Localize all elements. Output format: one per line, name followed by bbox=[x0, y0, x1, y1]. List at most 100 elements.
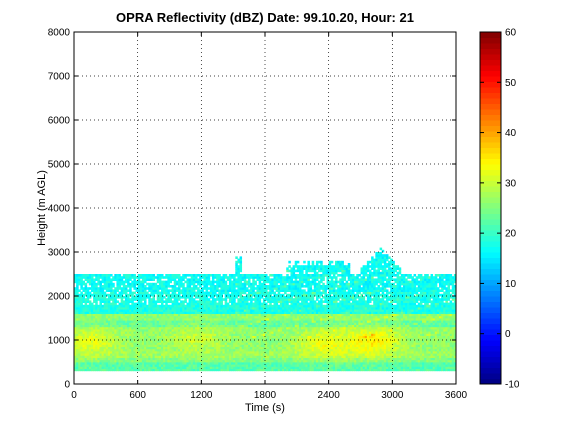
heatmap-cell bbox=[177, 357, 181, 361]
heatmap-cell bbox=[228, 300, 232, 303]
heatmap-cell bbox=[275, 278, 279, 281]
heatmap-cell bbox=[133, 307, 136, 310]
heatmap-cell bbox=[120, 315, 124, 319]
heatmap-cell bbox=[84, 289, 88, 292]
heatmap-cell bbox=[107, 326, 111, 330]
heatmap-cell bbox=[262, 278, 266, 281]
heatmap-cell bbox=[267, 324, 270, 328]
heatmap-cell bbox=[265, 353, 268, 356]
heatmap-cell bbox=[192, 333, 196, 336]
heatmap-cell bbox=[167, 320, 170, 323]
heatmap-cell bbox=[118, 348, 122, 352]
heatmap-cell bbox=[163, 304, 166, 308]
heatmap-cell bbox=[107, 311, 111, 314]
heatmap-cell bbox=[116, 344, 119, 347]
heatmap-cell bbox=[269, 280, 272, 284]
heatmap-cell bbox=[199, 355, 202, 358]
heatmap-cell bbox=[301, 351, 304, 354]
heatmap-cell bbox=[269, 307, 272, 310]
heatmap-cell bbox=[84, 342, 88, 345]
heatmap-cell bbox=[231, 351, 234, 354]
heatmap-cell bbox=[315, 346, 319, 350]
heatmap-cell bbox=[311, 324, 315, 328]
heatmap-cell bbox=[88, 291, 92, 295]
heatmap-cell bbox=[158, 322, 162, 325]
heatmap-cell bbox=[175, 304, 179, 308]
heatmap-cell bbox=[250, 282, 253, 286]
heatmap-cell bbox=[305, 282, 308, 286]
heatmap-cell bbox=[156, 320, 160, 323]
heatmap-cell bbox=[241, 315, 245, 319]
heatmap-cell bbox=[112, 307, 115, 310]
heatmap-cell bbox=[203, 315, 206, 319]
heatmap-cell bbox=[228, 278, 232, 281]
heatmap-cell bbox=[203, 282, 206, 286]
heatmap-cell bbox=[171, 326, 175, 330]
heatmap-cell bbox=[144, 307, 147, 310]
heatmap-cell bbox=[103, 340, 107, 343]
heatmap-cell bbox=[309, 313, 313, 317]
heatmap-cell bbox=[220, 291, 223, 295]
heatmap-cell bbox=[307, 269, 310, 273]
heatmap-cell bbox=[169, 329, 173, 332]
heatmap-cell bbox=[182, 342, 185, 345]
heatmap-cell bbox=[177, 315, 181, 319]
heatmap-cell bbox=[171, 322, 175, 325]
heatmap-cell bbox=[127, 364, 130, 367]
heatmap-cell bbox=[141, 348, 145, 352]
heatmap-cell bbox=[82, 357, 86, 361]
heatmap-cell bbox=[233, 291, 236, 295]
heatmap-cell bbox=[190, 342, 194, 345]
heatmap-cell bbox=[235, 357, 238, 361]
heatmap-cell bbox=[80, 315, 83, 319]
heatmap-cell bbox=[239, 291, 243, 295]
heatmap-cell bbox=[273, 359, 277, 363]
heatmap-cell bbox=[76, 302, 79, 306]
heatmap-cell bbox=[205, 315, 209, 319]
heatmap-cell bbox=[148, 315, 151, 319]
heatmap-cell bbox=[273, 274, 277, 277]
heatmap-cell bbox=[93, 304, 96, 308]
heatmap-cell bbox=[139, 291, 143, 295]
heatmap-cell bbox=[173, 359, 177, 363]
heatmap-cell bbox=[152, 296, 156, 299]
heatmap-cell bbox=[124, 335, 128, 339]
heatmap-cell bbox=[313, 355, 317, 358]
heatmap-cell bbox=[286, 335, 289, 339]
heatmap-cell bbox=[194, 340, 198, 343]
heatmap-cell bbox=[144, 304, 147, 308]
heatmap-cell bbox=[222, 348, 226, 352]
heatmap-cell bbox=[258, 362, 262, 365]
heatmap-cell bbox=[133, 346, 136, 350]
heatmap-cell bbox=[216, 346, 219, 350]
heatmap-cell bbox=[296, 313, 300, 317]
heatmap-cell bbox=[180, 304, 183, 308]
heatmap-cell bbox=[318, 302, 321, 306]
heatmap-cell bbox=[214, 307, 217, 310]
heatmap-cell bbox=[307, 353, 310, 356]
heatmap-cell bbox=[116, 276, 119, 279]
heatmap-cell bbox=[248, 326, 251, 330]
heatmap-cell bbox=[101, 331, 105, 334]
heatmap-cell bbox=[186, 293, 189, 297]
heatmap-cell bbox=[165, 274, 168, 277]
heatmap-cell bbox=[322, 366, 325, 369]
heatmap-cell bbox=[298, 368, 302, 372]
heatmap-cell bbox=[220, 320, 223, 323]
heatmap-cell bbox=[107, 280, 111, 284]
heatmap-cell bbox=[318, 359, 321, 363]
heatmap-cell bbox=[120, 300, 124, 303]
heatmap-cell bbox=[235, 333, 238, 336]
heatmap-cell bbox=[265, 320, 268, 323]
heatmap-cell bbox=[86, 335, 90, 339]
heatmap-cell bbox=[78, 322, 81, 325]
heatmap-cell bbox=[243, 282, 247, 286]
heatmap-cell bbox=[120, 357, 124, 361]
heatmap-cell bbox=[173, 311, 177, 314]
heatmap-cell bbox=[182, 274, 185, 277]
heatmap-cell bbox=[99, 307, 102, 310]
heatmap-cell bbox=[78, 326, 81, 330]
heatmap-cell bbox=[258, 315, 262, 319]
heatmap-cell bbox=[154, 309, 158, 312]
heatmap-cell bbox=[307, 278, 310, 281]
